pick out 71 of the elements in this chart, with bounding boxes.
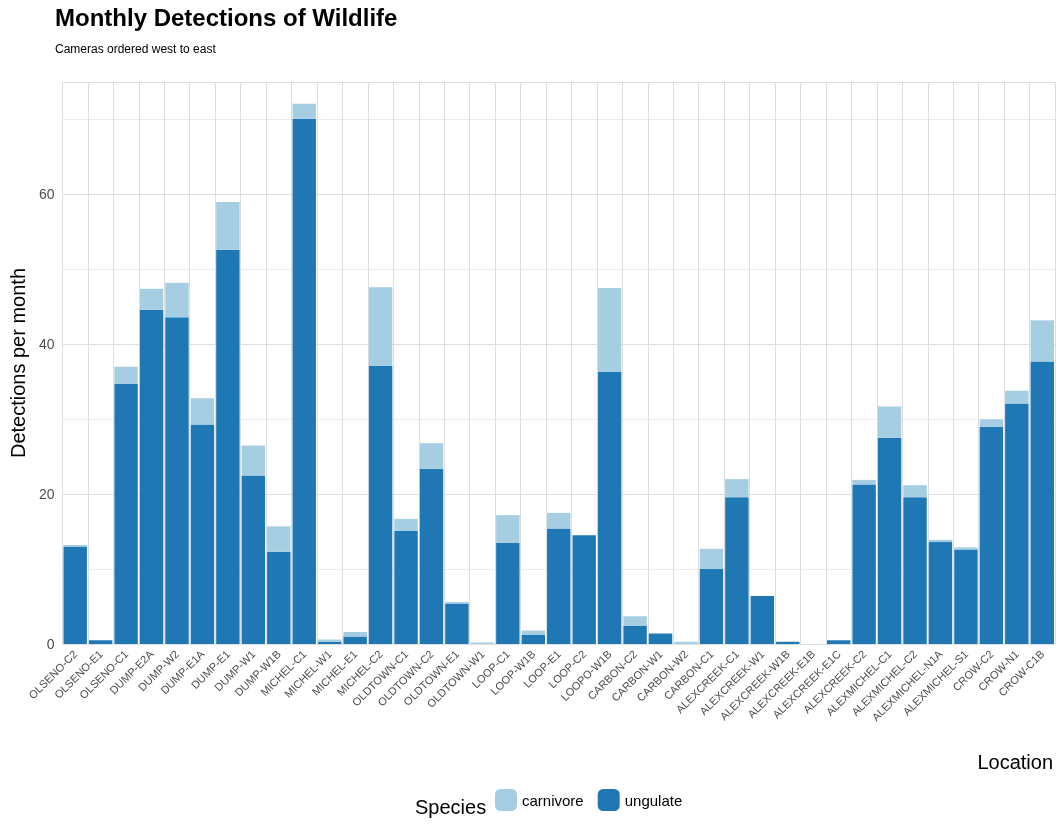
bar xyxy=(648,633,673,644)
bar xyxy=(547,528,571,644)
bar xyxy=(190,398,215,425)
bar xyxy=(826,640,851,644)
bar xyxy=(750,596,775,644)
bar xyxy=(114,366,138,384)
bar xyxy=(496,515,520,543)
bar xyxy=(699,569,724,644)
y-tick-label: 40 xyxy=(38,336,55,353)
bar xyxy=(725,497,749,644)
bar xyxy=(445,603,469,644)
bar xyxy=(597,288,622,372)
bar xyxy=(419,443,444,469)
bar xyxy=(1030,320,1054,362)
bar xyxy=(241,445,266,476)
x-axis-title: Location xyxy=(977,751,1054,773)
bar xyxy=(343,636,367,644)
legend-title: Species xyxy=(415,796,487,818)
bar xyxy=(1005,390,1029,404)
y-tick-label: 60 xyxy=(38,186,55,203)
y-tick-label: 0 xyxy=(46,636,55,652)
bar xyxy=(597,371,622,644)
bar xyxy=(419,468,444,644)
bar xyxy=(241,475,266,644)
bar xyxy=(979,426,1004,644)
bar xyxy=(165,282,189,318)
bar xyxy=(572,535,596,644)
bar xyxy=(292,103,316,119)
bar xyxy=(343,632,367,637)
bar xyxy=(979,419,1004,427)
bar xyxy=(139,288,164,310)
chart-subtitle: Cameras ordered west to east xyxy=(55,42,217,56)
bar xyxy=(496,542,520,644)
bar xyxy=(521,635,545,644)
bar xyxy=(852,484,876,644)
bar xyxy=(903,497,927,644)
bar xyxy=(114,383,138,644)
y-axis-title: Detections per month xyxy=(7,267,29,459)
legend-label: ungulate xyxy=(624,791,683,809)
bar xyxy=(216,249,240,644)
bar xyxy=(877,437,902,644)
bar xyxy=(292,118,316,644)
bar xyxy=(623,616,647,627)
bar xyxy=(547,512,571,529)
bar xyxy=(139,309,164,644)
bar xyxy=(928,542,953,644)
bar xyxy=(954,549,978,644)
bar xyxy=(216,201,240,250)
bar xyxy=(1005,403,1029,644)
bar xyxy=(368,366,393,644)
bar xyxy=(954,547,978,550)
bar xyxy=(190,424,215,644)
bar xyxy=(877,406,902,438)
bar xyxy=(63,546,87,644)
bar xyxy=(623,626,647,644)
bar xyxy=(674,641,698,644)
bar xyxy=(394,518,418,531)
bar xyxy=(165,317,189,644)
bar xyxy=(725,479,749,498)
bar xyxy=(699,548,724,570)
bar xyxy=(1030,361,1054,644)
bar xyxy=(394,530,418,644)
bar xyxy=(368,287,393,366)
bar xyxy=(267,526,291,552)
bar xyxy=(267,551,291,644)
bar xyxy=(88,640,113,644)
bar xyxy=(903,485,927,498)
legend-label: carnivore xyxy=(522,791,584,809)
chart-title: Monthly Detections of Wildlife xyxy=(55,3,398,31)
y-tick-label: 20 xyxy=(38,486,55,503)
bar xyxy=(852,479,876,485)
